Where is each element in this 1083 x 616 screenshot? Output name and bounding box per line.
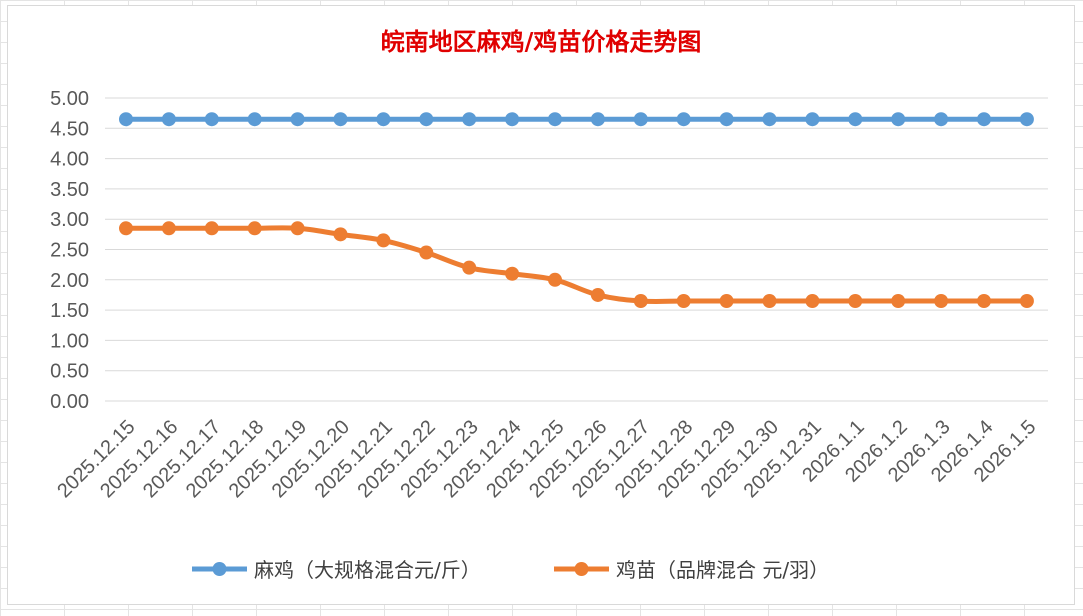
data-point xyxy=(161,221,176,236)
data-point xyxy=(848,294,863,309)
y-tick-label: 1.50 xyxy=(50,300,89,322)
data-point xyxy=(762,294,777,309)
data-point xyxy=(891,112,906,127)
y-tick-label: 0.50 xyxy=(50,361,89,383)
data-point xyxy=(462,112,477,127)
data-point xyxy=(161,112,176,127)
data-point xyxy=(548,272,562,287)
data-point xyxy=(805,112,820,127)
y-tick-label: 0.00 xyxy=(50,391,89,413)
data-point xyxy=(762,112,777,127)
legend-label: 鸡苗（品牌混合 元/羽） xyxy=(616,558,829,582)
data-point xyxy=(633,112,648,127)
data-point xyxy=(204,221,219,236)
data-point xyxy=(676,112,691,127)
legend-marker xyxy=(212,562,227,576)
data-point xyxy=(290,221,305,236)
y-tick-label: 2.00 xyxy=(50,270,89,292)
gridlines xyxy=(105,97,1048,402)
data-point xyxy=(119,221,133,236)
data-point xyxy=(376,112,391,127)
legend-marker xyxy=(574,562,589,576)
data-point xyxy=(848,112,863,127)
y-tick-label: 2.50 xyxy=(50,240,89,262)
legend[interactable]: 麻鸡（大规格混合元/斤） 鸡苗（品牌混合 元/羽） xyxy=(192,558,829,582)
chart-title: 皖南地区麻鸡/鸡苗价格走势图 xyxy=(381,27,702,56)
data-point xyxy=(891,294,906,309)
data-point xyxy=(977,294,991,309)
data-point xyxy=(934,112,949,127)
y-tick-label: 4.50 xyxy=(50,118,89,140)
data-point xyxy=(719,112,734,127)
data-point xyxy=(247,112,262,127)
data-point xyxy=(505,266,520,281)
y-tick-label: 3.50 xyxy=(50,179,89,201)
y-tick-label: 3.00 xyxy=(50,209,89,231)
data-point xyxy=(505,112,520,127)
y-tick-label: 5.00 xyxy=(50,88,89,110)
y-tick-label: 4.00 xyxy=(50,149,89,171)
data-point xyxy=(977,112,991,127)
data-point xyxy=(590,112,605,127)
y-axis-tick-labels: 0.00 0.50 1.00 1.50 2.00 2.50 3.00 3.50 4.00 4.50… xyxy=(50,88,89,413)
data-point xyxy=(548,112,562,127)
data-point xyxy=(419,112,434,127)
data-point xyxy=(1019,294,1034,309)
series-line xyxy=(126,225,1027,304)
data-point xyxy=(333,227,348,242)
data-point xyxy=(676,294,691,309)
data-point xyxy=(934,294,949,309)
data-point xyxy=(333,112,348,127)
data-point xyxy=(462,260,477,275)
data-point xyxy=(119,112,133,127)
data-point xyxy=(805,294,820,309)
x-axis-tick-labels: 2025.12.152025.12.162025.12.172025.12.18… xyxy=(53,416,1040,502)
data-point xyxy=(419,245,434,260)
y-tick-label: 1.00 xyxy=(50,330,89,352)
data-point xyxy=(376,233,391,248)
data-point xyxy=(633,294,648,309)
data-point xyxy=(1019,112,1034,127)
legend-label: 麻鸡（大规格混合元/斤） xyxy=(254,558,481,582)
series-lines xyxy=(119,112,1034,309)
data-point xyxy=(590,287,605,302)
data-point xyxy=(247,221,262,236)
data-point xyxy=(290,112,305,127)
data-point xyxy=(204,112,219,127)
data-point xyxy=(719,294,734,309)
